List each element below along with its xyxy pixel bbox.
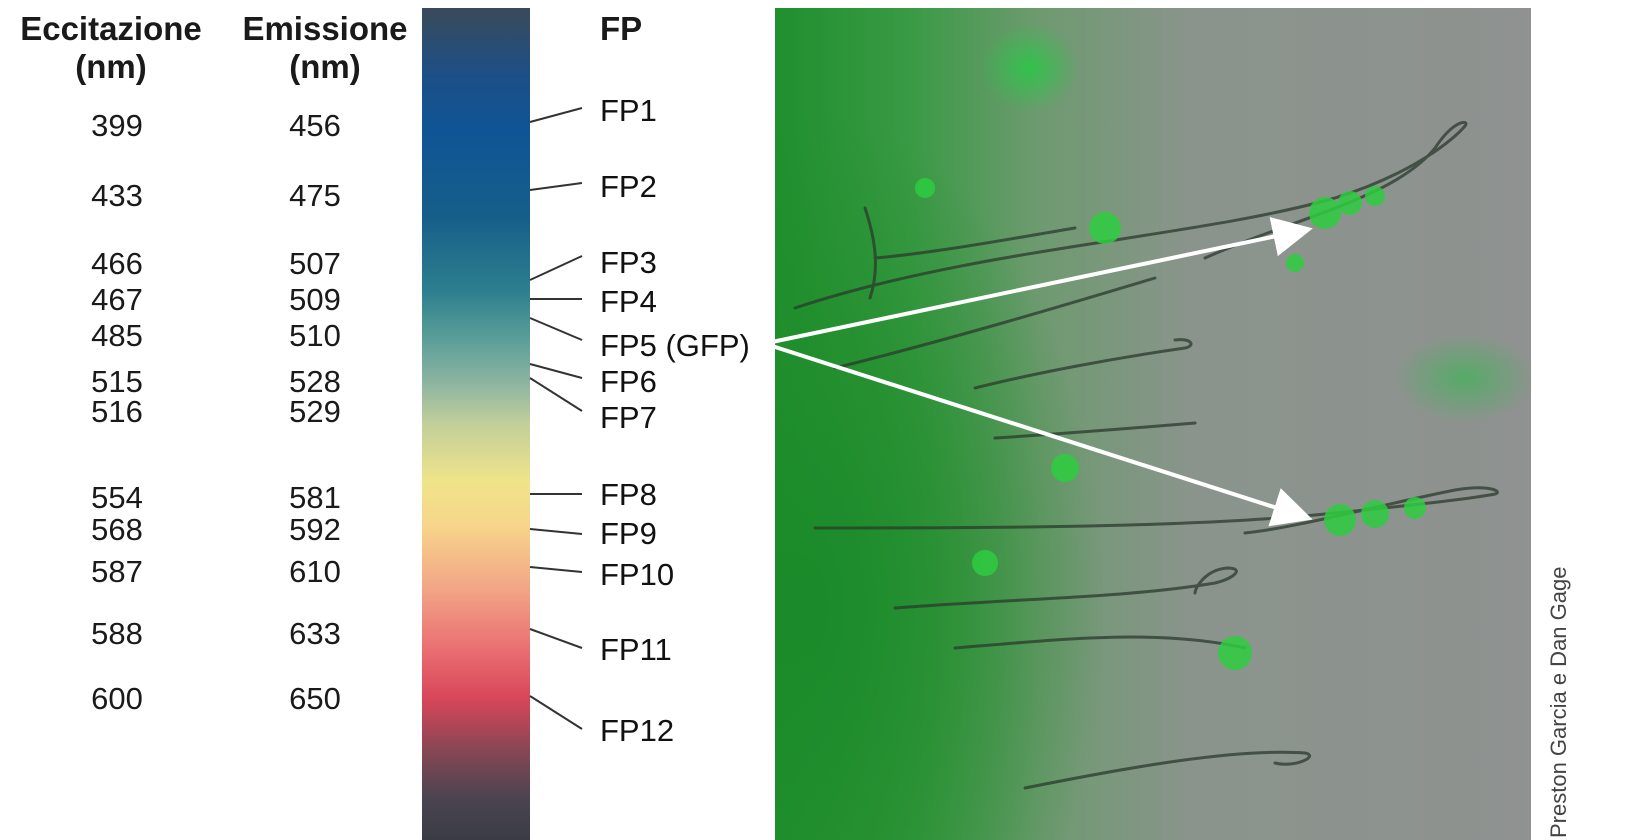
excitation-value: 467 [91,282,143,317]
leader-line [529,363,583,379]
leader-line [529,317,583,341]
fp-label: FP11 [600,632,672,667]
emission-value: 528 [289,364,341,399]
excitation-value: 554 [91,480,143,515]
excitation-value: 466 [91,246,143,281]
excitation-value: 515 [91,364,143,399]
fp-label: FP12 [600,713,675,748]
leader-line [529,528,583,535]
pointer-arrow [771,344,1313,527]
fp-label: FP9 [600,516,657,551]
excitation-value: 485 [91,318,143,353]
pointer-arrow [771,217,1313,344]
fp-label: FP10 [600,557,675,592]
fp-label: FP2 [600,169,657,204]
fp-label: FP3 [600,245,657,280]
emission-value: 456 [289,108,341,143]
photo-credit: Preston Garcia e Dan Gage [1546,566,1571,838]
emission-header-unit: (nm) [289,48,361,85]
excitation-value: 433 [91,178,143,213]
excitation-value: 600 [91,681,143,716]
leader-line [529,182,583,191]
leader-line [529,566,583,573]
leader-line [529,255,583,281]
fp-label: FP1 [600,93,657,128]
leader-line [529,628,583,649]
emission-value: 650 [289,681,341,716]
fp-label: FP6 [600,364,657,399]
emission-value: 507 [289,246,341,281]
excitation-value: 588 [91,616,143,651]
excitation-header-title: Eccitazione [20,10,202,47]
fp-label: FP8 [600,477,657,512]
fp-label: FP5 (GFP) [600,328,750,363]
emission-value: 592 [289,512,341,547]
excitation-value: 399 [91,108,143,143]
leader-line [529,695,583,730]
emission-value: 475 [289,178,341,213]
emission-value: 633 [289,616,341,651]
emission-header: Emissione (nm) [232,10,418,86]
excitation-header-unit: (nm) [75,48,147,85]
fp-label: FP4 [600,284,657,319]
excitation-header: Eccitazione (nm) [6,10,216,86]
microscopy-image [775,8,1531,840]
emission-value: 510 [289,318,341,353]
emission-value: 529 [289,394,341,429]
emission-value: 509 [289,282,341,317]
leader-line [529,107,583,123]
color-spectrum-bar [422,8,530,840]
emission-header-title: Emissione [242,10,408,47]
excitation-value: 568 [91,512,143,547]
excitation-value: 516 [91,394,143,429]
hyphae-drawing [793,120,1499,790]
leader-line [529,377,583,412]
emission-value: 581 [289,480,341,515]
emission-value: 610 [289,554,341,589]
excitation-value: 587 [91,554,143,589]
fp-header: FP [600,10,643,47]
fp-label: FP7 [600,400,657,435]
